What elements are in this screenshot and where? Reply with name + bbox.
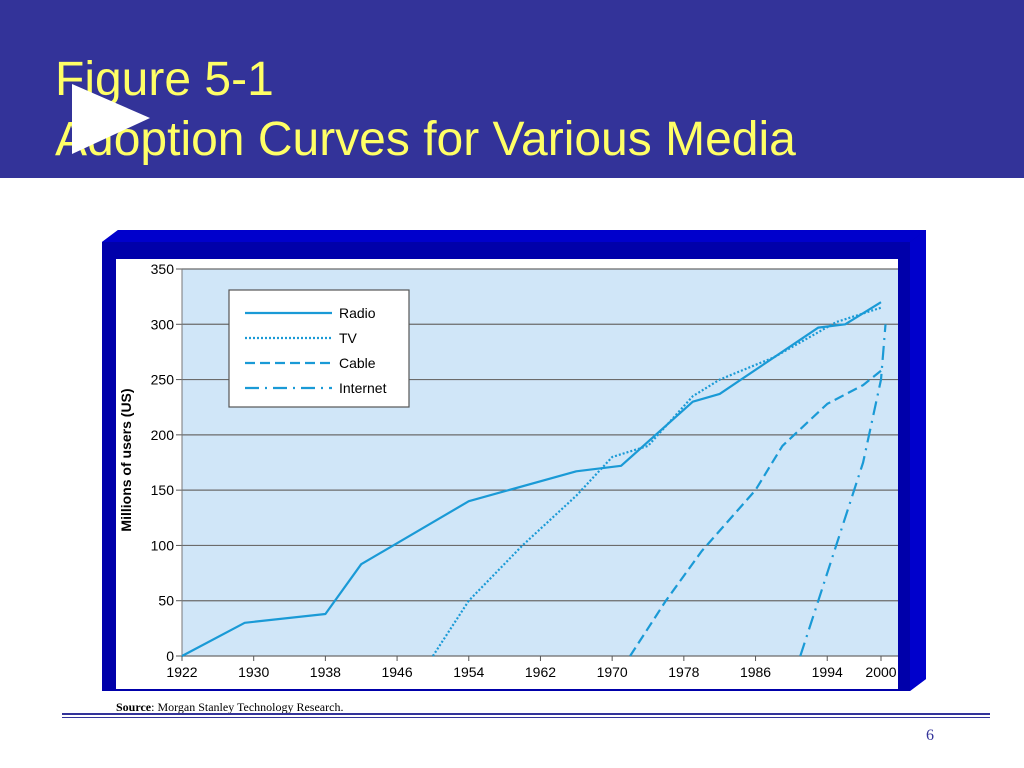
footer-rule-top (62, 713, 990, 715)
x-tick-label: 2000 (865, 664, 896, 680)
legend-label-radio: Radio (339, 305, 376, 321)
y-tick-label: 100 (151, 537, 175, 553)
x-tick-label: 1994 (812, 664, 843, 680)
play-icon[interactable] (70, 82, 156, 160)
series-line-radio (181, 301, 882, 657)
y-tick-label: 250 (151, 372, 175, 388)
title-line-1: Figure 5-1 (55, 53, 274, 106)
x-tick-label: 1970 (597, 664, 628, 680)
series-line-internet (799, 324, 887, 657)
y-tick-label: 50 (158, 593, 174, 609)
y-tick-label: 200 (151, 427, 175, 443)
x-tick-label: 1954 (453, 664, 484, 680)
adoption-chart: 0 50 100 150 200 250 300 350 1922 1930 1938 1946 19… (116, 259, 898, 689)
y-tick-label: 300 (151, 316, 175, 332)
slide-title: Figure 5-1 Adoption Curves for Various M… (55, 50, 796, 170)
x-tick-label: 1938 (310, 664, 341, 680)
x-tick-label: 1946 (381, 664, 412, 680)
legend-label-internet: Internet (339, 380, 387, 396)
page-number: 6 (926, 727, 934, 744)
legend-label-tv: TV (339, 330, 358, 346)
x-tick-label: 1986 (740, 664, 771, 680)
series-line-cable (629, 369, 882, 657)
y-tick-label: 0 (166, 648, 174, 664)
source-note: Source: Morgan Stanley Technology Resear… (116, 700, 343, 715)
x-tick-label: 1962 (525, 664, 556, 680)
source-label: Source (116, 700, 152, 714)
x-tick-label: 1922 (166, 664, 197, 680)
source-text: : Morgan Stanley Technology Research. (151, 700, 344, 714)
x-tick-label: 1978 (668, 664, 699, 680)
series-line-tv (431, 306, 882, 657)
x-tick-label: 1930 (238, 664, 269, 680)
y-axis-label: Millions of users (US) (118, 388, 134, 531)
header-band (0, 0, 1024, 178)
legend: Radio TV Cable Internet (228, 289, 410, 408)
footer-rule-bottom (62, 717, 990, 718)
legend-label-cable: Cable (339, 355, 376, 371)
y-tick-label: 350 (151, 261, 175, 277)
title-line-2: Adoption Curves for Various Media (55, 113, 796, 166)
y-tick-label: 150 (151, 482, 175, 498)
